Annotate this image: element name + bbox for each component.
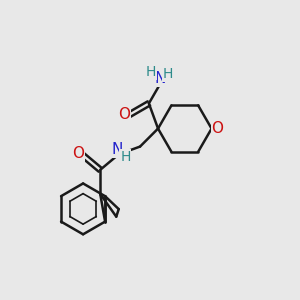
Text: H: H — [146, 65, 156, 80]
Text: N: N — [154, 71, 166, 86]
Text: H: H — [120, 150, 130, 164]
Text: N: N — [112, 142, 123, 157]
Text: O: O — [212, 121, 224, 136]
Text: O: O — [118, 107, 130, 122]
Text: H: H — [163, 68, 173, 81]
Text: O: O — [72, 146, 84, 161]
